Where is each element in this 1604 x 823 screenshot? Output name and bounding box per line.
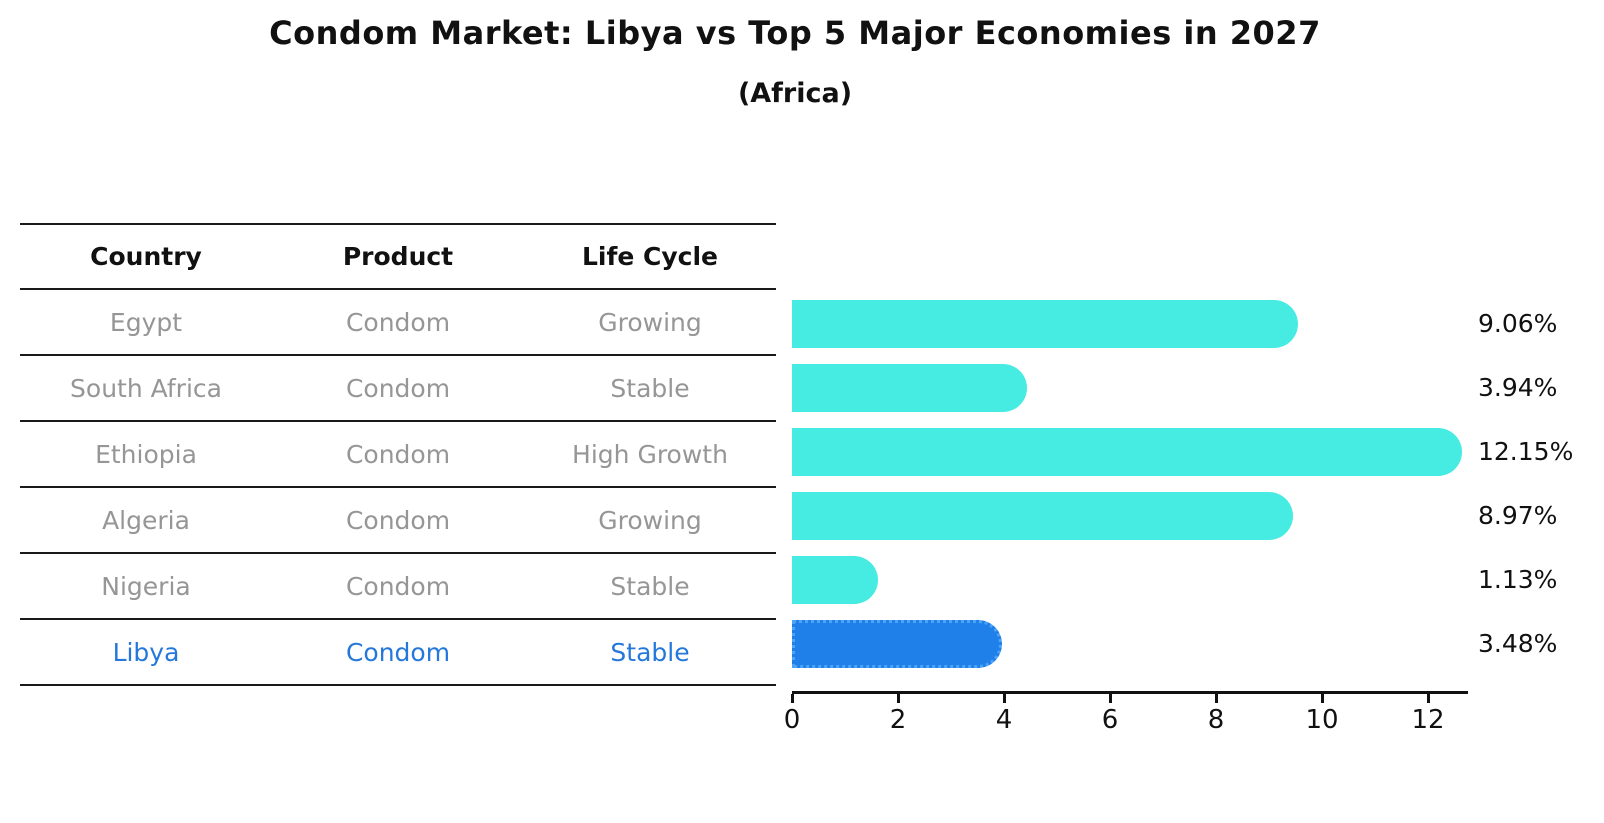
cell-product: Condom (345, 637, 451, 667)
table-row-ethiopia: Ethiopia Condom High Growth (20, 422, 776, 488)
cell-life-cycle: Stable (610, 637, 690, 667)
cell-product: Condom (345, 505, 451, 535)
bar-plot-area (792, 288, 1492, 672)
bar-row-ethiopia (792, 416, 1492, 480)
bar-south-africa (792, 364, 1027, 412)
cell-country: Libya (112, 637, 180, 667)
cell-life-cycle: Stable (610, 373, 690, 403)
cell-life-cycle: Growing (598, 505, 702, 535)
bar-libya (792, 620, 1002, 668)
x-tick-label-8: 8 (1207, 705, 1225, 735)
table-body: Egypt Condom Growing South Africa Condom Stab… (20, 290, 776, 684)
cell-country: South Africa (70, 373, 222, 403)
cell-product: Condom (345, 439, 451, 469)
value-label-south-africa: 3.94% (1478, 373, 1558, 402)
x-tick-mark-2 (896, 694, 900, 703)
table-row-egypt: Egypt Condom Growing (20, 290, 776, 356)
bar-row-nigeria (792, 544, 1492, 608)
value-label-nigeria: 1.13% (1478, 565, 1558, 594)
column-header-country: Country (90, 242, 202, 271)
table-header-row: Country Product Life Cycle (20, 225, 776, 290)
table-row-south-africa: South Africa Condom Stable (20, 356, 776, 422)
bar-nigeria (792, 556, 878, 604)
value-label-libya: 3.48% (1478, 629, 1558, 658)
x-tick-label-6: 6 (1101, 705, 1119, 735)
x-tick-mark-12 (1426, 694, 1430, 703)
x-tick-label-10: 10 (1305, 705, 1339, 735)
value-label-ethiopia: 12.15% (1478, 437, 1574, 466)
column-header-product: Product (342, 242, 454, 271)
cell-product: Condom (345, 307, 451, 337)
x-axis-spine (792, 691, 1468, 694)
table-row-algeria: Algeria Condom Growing (20, 488, 776, 554)
x-tick-label-12: 12 (1411, 705, 1445, 735)
bar-row-algeria (792, 480, 1492, 544)
bar-row-libya (792, 608, 1492, 672)
cell-life-cycle: Stable (610, 571, 690, 601)
column-header-life-cycle: Life Cycle (581, 242, 719, 271)
x-tick-mark-4 (1002, 694, 1006, 703)
cell-country: Ethiopia (95, 439, 197, 469)
x-tick-mark-10 (1320, 694, 1324, 703)
x-tick-label-0: 0 (783, 705, 801, 735)
cell-country: Nigeria (101, 571, 191, 601)
cell-life-cycle: Growing (598, 307, 702, 337)
value-label-egypt: 9.06% (1478, 309, 1558, 338)
x-tick-mark-0 (790, 694, 794, 703)
value-label-algeria: 8.97% (1478, 501, 1558, 530)
bar-row-south-africa (792, 352, 1492, 416)
bar-egypt (792, 300, 1298, 348)
cell-product: Condom (345, 571, 451, 601)
country-table: Country Product Life Cycle Egypt Condom Gr… (20, 223, 776, 686)
bar-row-egypt (792, 288, 1492, 352)
x-tick-label-2: 2 (889, 705, 907, 735)
chart-title: Condom Market: Libya vs Top 5 Major Econ… (269, 14, 1321, 52)
bar-algeria (792, 492, 1293, 540)
chart-subtitle: (Africa) (737, 78, 853, 109)
table-row-libya: Libya Condom Stable (20, 620, 776, 684)
x-axis: 0 2 4 6 8 10 12 (784, 691, 1492, 741)
x-tick-mark-8 (1214, 694, 1218, 703)
x-tick-label-4: 4 (995, 705, 1013, 735)
cell-life-cycle: High Growth (572, 439, 728, 469)
value-labels: 9.06% 3.94% 12.15% 8.97% 1.13% 3.48% (1478, 292, 1604, 676)
bar-ethiopia (792, 428, 1462, 476)
x-tick-mark-6 (1108, 694, 1112, 703)
cell-product: Condom (345, 373, 451, 403)
cell-country: Algeria (102, 505, 190, 535)
table-row-nigeria: Nigeria Condom Stable (20, 554, 776, 620)
cell-country: Egypt (109, 307, 183, 337)
figure-header: Condom Market: Libya vs Top 5 Major Econ… (0, 0, 1590, 109)
